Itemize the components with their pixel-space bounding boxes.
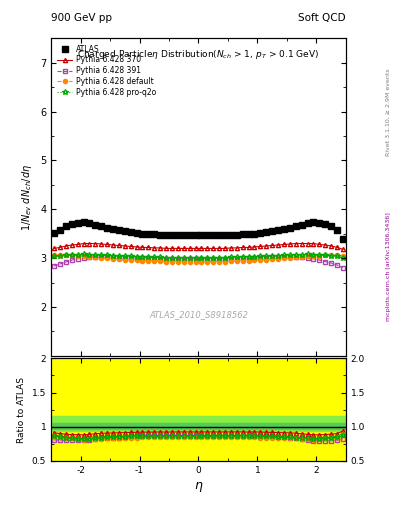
Text: Rivet 3.1.10, ≥ 2.9M events: Rivet 3.1.10, ≥ 2.9M events <box>386 69 391 157</box>
Text: Charged Particle$\eta$ Distribution($N_{ch}$ > 1, $p_{T}$ > 0.1 GeV): Charged Particle$\eta$ Distribution($N_{… <box>77 48 320 61</box>
Text: mcplots.cern.ch [arXiv:1306.3436]: mcplots.cern.ch [arXiv:1306.3436] <box>386 212 391 321</box>
Y-axis label: Ratio to ATLAS: Ratio to ATLAS <box>17 377 26 442</box>
Text: 900 GeV pp: 900 GeV pp <box>51 13 112 23</box>
X-axis label: $\eta$: $\eta$ <box>194 480 203 494</box>
Legend: ATLAS, Pythia 6.428 370, Pythia 6.428 391, Pythia 6.428 default, Pythia 6.428 pr: ATLAS, Pythia 6.428 370, Pythia 6.428 39… <box>55 42 158 99</box>
Text: Soft QCD: Soft QCD <box>298 13 346 23</box>
Y-axis label: $1/N_{ev}\;dN_{ch}/d\eta$: $1/N_{ev}\;dN_{ch}/d\eta$ <box>20 163 35 231</box>
Text: ATLAS_2010_S8918562: ATLAS_2010_S8918562 <box>149 310 248 319</box>
